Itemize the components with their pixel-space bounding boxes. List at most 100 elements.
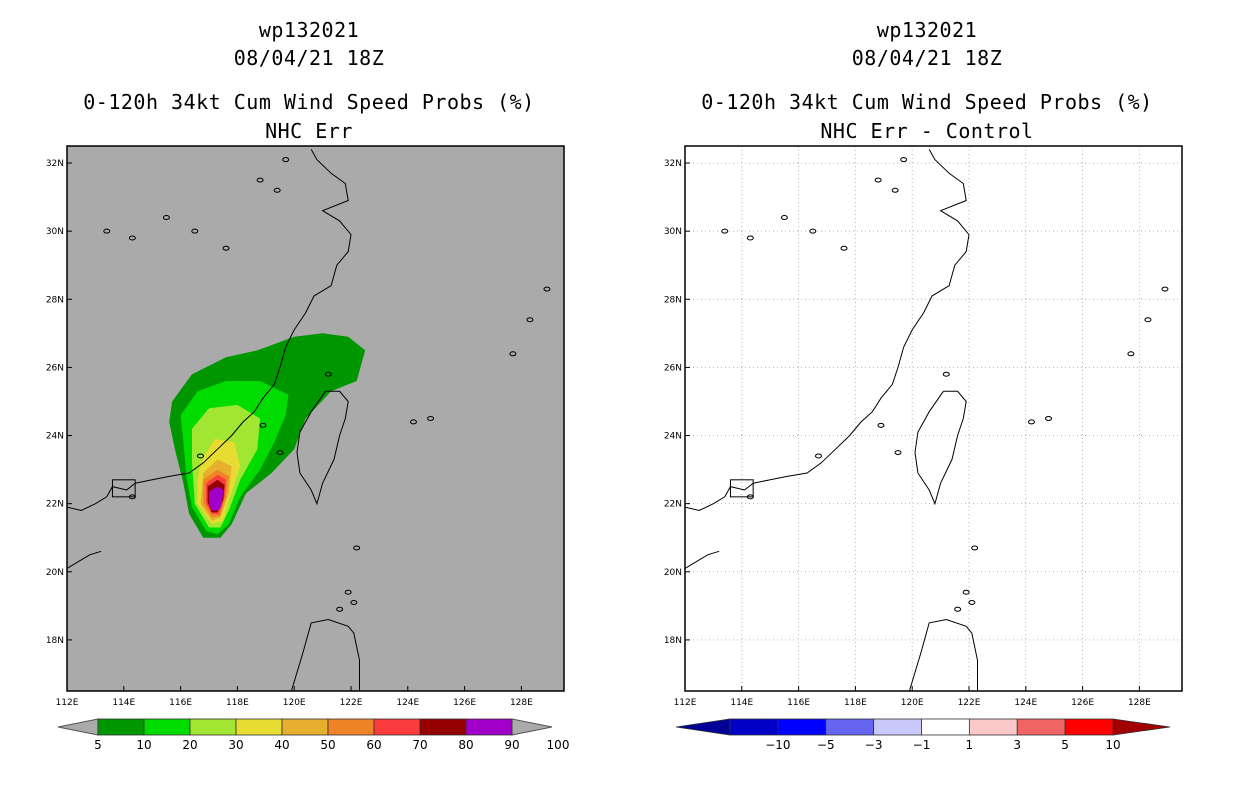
colorbar-swatch (729, 718, 779, 736)
x-tick-label: 128E (1128, 698, 1151, 708)
x-tick-label: 112E (674, 698, 697, 708)
island-outline (780, 215, 788, 221)
colorbar-label: 10 (1105, 738, 1120, 752)
island-outline (1127, 351, 1135, 357)
colorbar-label: −5 (817, 738, 835, 752)
x-tick-label: 120E (901, 698, 924, 708)
hong-kong-box (111, 479, 136, 498)
colorbar-swatch (1016, 718, 1066, 736)
y-tick-label: 28N (664, 295, 682, 305)
colorbar-label: −1 (913, 738, 931, 752)
y-tick-label: 30N (46, 227, 64, 237)
island-outline (968, 599, 976, 605)
island-outline (942, 371, 950, 377)
island-outline (353, 545, 361, 551)
island-outline (526, 317, 534, 323)
colorbar-label: 80 (458, 738, 473, 752)
forecast-date: 08/04/21 18Z (851, 46, 1003, 70)
colorbar-label: −10 (765, 738, 790, 752)
x-tick-label: 112E (56, 698, 79, 708)
y-tick-label: 32N (46, 159, 64, 169)
island-outline (222, 245, 230, 251)
coastline-taiwan (296, 390, 349, 506)
y-tick-label: 24N (46, 432, 64, 442)
x-tick-label: 116E (169, 698, 192, 708)
colorbar-swatch (281, 718, 329, 736)
colorbar-end-high (1112, 718, 1171, 736)
coastline-hainan (684, 550, 720, 569)
island-outline (900, 157, 908, 163)
colorbar-swatch (921, 718, 970, 736)
colorbar-label: 1 (966, 738, 974, 752)
island-outline (971, 545, 979, 551)
colorbar-label: 5 (94, 738, 102, 752)
island-outline (1161, 286, 1169, 292)
x-tick-label: 114E (730, 698, 753, 708)
colorbar-end-high (511, 718, 553, 736)
island-outline (1045, 416, 1053, 421)
x-tick-label: 116E (787, 698, 810, 708)
y-tick-label: 20N (664, 568, 682, 578)
coastline-china (66, 149, 352, 512)
island-outline (276, 450, 284, 456)
island-outline (282, 157, 290, 163)
hong-kong-box (729, 479, 754, 498)
island-outline (809, 228, 817, 234)
prob-contour-90 (209, 493, 222, 511)
forecast-date: 08/04/21 18Z (233, 46, 385, 70)
difference-panel: wp132021 08/04/21 18Z 0-120h 34kt Cum Wi… (618, 0, 1236, 800)
storm-id: wp132021 (258, 18, 360, 42)
island-outline (409, 419, 417, 425)
y-tick-label: 22N (46, 500, 64, 510)
colorbar-label: 70 (412, 738, 427, 752)
colorbar-swatch (327, 718, 375, 736)
island-outline (746, 235, 754, 241)
x-tick-label: 124E (1014, 698, 1037, 708)
colorbar-swatch (873, 718, 922, 736)
colorbar-label: 90 (504, 738, 519, 752)
island-outline (891, 187, 899, 193)
island-outline (721, 228, 729, 234)
island-outline (954, 606, 962, 612)
colorbar-swatch (968, 718, 1018, 736)
colorbar-end-low (57, 718, 99, 736)
colorbar-end-low (675, 718, 731, 736)
coastline-china (684, 149, 970, 512)
island-outline (256, 177, 264, 183)
colorbar-swatch (189, 718, 237, 736)
island-outline (259, 422, 267, 428)
colorbar-swatch (777, 718, 827, 736)
colorbar-swatch (373, 718, 421, 736)
island-outline (273, 187, 281, 193)
colorbar-label: 5 (1061, 738, 1069, 752)
island-outline (894, 450, 902, 456)
colorbar-label: 3 (1013, 738, 1021, 752)
y-tick-label: 18N (664, 636, 682, 646)
island-outline (877, 422, 885, 428)
island-outline (840, 245, 848, 251)
colorbar-label: −3 (865, 738, 883, 752)
x-tick-label: 118E (844, 698, 867, 708)
island-outline (1144, 317, 1152, 323)
island-outline (103, 228, 111, 234)
y-tick-label: 28N (46, 295, 64, 305)
colorbar-label: 20 (182, 738, 197, 752)
chart-subtitle: NHC Err - Control (820, 119, 1034, 143)
x-tick-label: 124E (396, 698, 419, 708)
island-outline (196, 453, 204, 459)
island-outline (350, 599, 358, 605)
island-outline (509, 351, 517, 357)
y-tick-label: 24N (664, 432, 682, 442)
y-tick-label: 18N (46, 636, 64, 646)
x-tick-label: 126E (453, 698, 476, 708)
x-tick-label: 120E (283, 698, 306, 708)
storm-id: wp132021 (876, 18, 978, 42)
colorbar-label: 30 (228, 738, 243, 752)
y-tick-label: 30N (664, 227, 682, 237)
y-tick-label: 20N (46, 568, 64, 578)
colorbar-swatch (1064, 718, 1114, 736)
colorbar-swatch (97, 718, 145, 736)
island-outline (191, 228, 199, 234)
colorbar-label: 40 (274, 738, 289, 752)
x-tick-label: 122E (958, 698, 981, 708)
